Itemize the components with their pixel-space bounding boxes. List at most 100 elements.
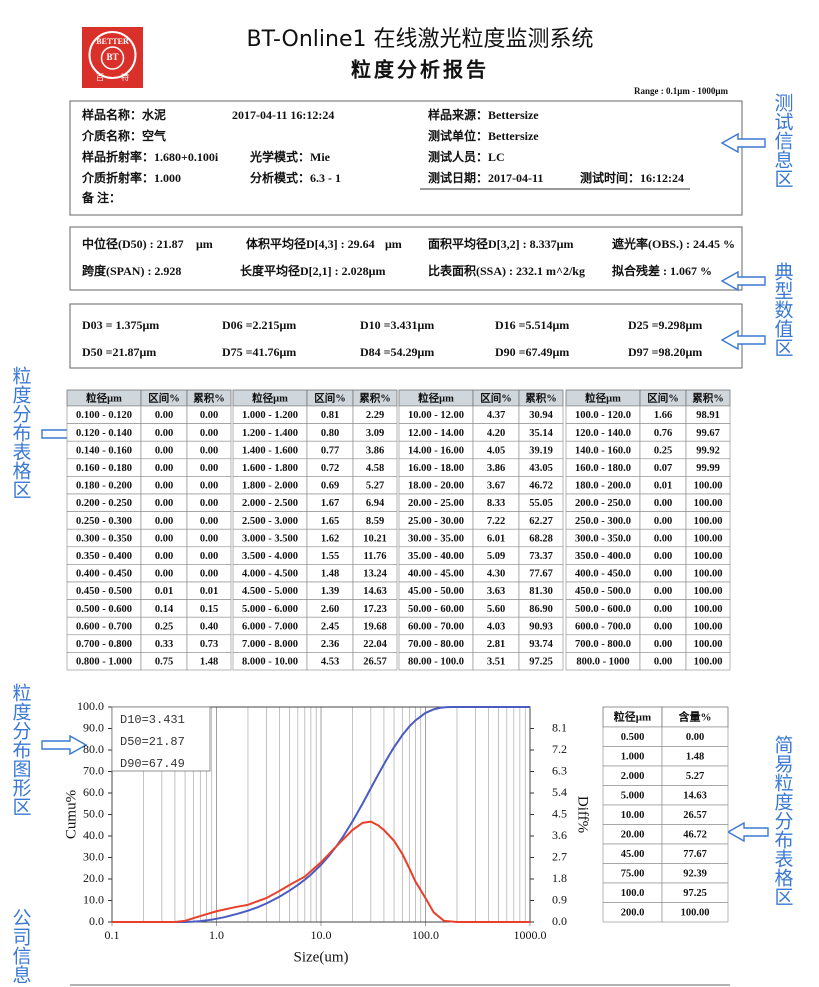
info-field: 测试日期：2017-04-11 [428, 170, 543, 185]
y-tick-label: 40.0 [83, 828, 104, 842]
cell-text: 0.300 - 0.350 [76, 533, 132, 544]
cell-text: 3.86 [487, 463, 505, 474]
cell-text: 1.000 [621, 752, 645, 763]
cell-text: 2.500 - 3.000 [242, 516, 298, 527]
cell-text: 0.00 [200, 533, 218, 544]
cell-text: 0.00 [155, 498, 173, 509]
header-text: 含量% [678, 710, 712, 724]
cell-text: 1.800 - 2.000 [242, 481, 298, 492]
cell-text: 35.00 - 40.00 [408, 551, 464, 562]
typical-value: 遮光率(OBS.) : 24.45 % [612, 236, 735, 251]
y-tick-label: 90.0 [83, 720, 104, 734]
cell-text: 86.90 [529, 604, 553, 615]
typical-value: 中位径(D50) : 21.87 [82, 236, 184, 251]
cell-text: 1.400 - 1.600 [242, 445, 298, 456]
info-field: 备 注： [81, 190, 121, 205]
cell-text: 16.00 - 18.00 [408, 463, 464, 474]
cell-text: 100.00 [681, 908, 710, 919]
info-field: 介质折射率：1.000 [81, 170, 181, 185]
y-axis-label: Cumu% [63, 790, 79, 839]
y-tick-label: 20.0 [83, 871, 104, 885]
y-tick-label: 50.0 [83, 806, 104, 820]
d-value: D90 =67.49μm [495, 345, 569, 359]
cell-text: 50.00 - 60.00 [408, 604, 464, 615]
cell-text: 97.25 [683, 888, 707, 899]
header-text: 累积% [525, 391, 557, 404]
cell-text: 4.58 [366, 463, 384, 474]
typical-values-box [69, 226, 743, 291]
cell-text: 0.00 [654, 516, 672, 527]
table-cell [186, 652, 232, 671]
d-value: D84 =54.29μm [360, 345, 434, 359]
d-value: D03 = 1.375μm [82, 318, 159, 332]
cell-text: 600.0 - 700.0 [575, 621, 631, 632]
range: Range : 0.1μm - 1000μm [634, 86, 728, 96]
cell-text: 0.01 [654, 481, 672, 492]
cell-text: 0.140 - 0.160 [76, 445, 132, 456]
cell-text: 0.700 - 0.800 [76, 639, 132, 650]
cell-text: 6.01 [487, 533, 505, 544]
cell-text: 4.37 [487, 410, 505, 421]
cell-text: 2.60 [321, 604, 339, 615]
arrow [41, 734, 88, 756]
series-line [112, 820, 530, 923]
cell-text: 14.00 - 16.00 [408, 445, 464, 456]
cell-text: 11.76 [363, 551, 386, 562]
logo-char: 特 [121, 72, 129, 82]
logo-text: BETTER [96, 37, 129, 46]
test-info-box [69, 100, 743, 216]
cell-text: 180.0 - 200.0 [575, 481, 631, 492]
cell-text: 92.39 [683, 869, 707, 880]
logo-inner-ring [100, 46, 125, 70]
cell-text: 0.00 [654, 586, 672, 597]
cell-text: 6.94 [366, 498, 385, 509]
cell-text: 80.00 - 100.0 [408, 657, 464, 668]
cell-text: 500.0 - 600.0 [575, 604, 631, 615]
cell-text: 0.01 [200, 586, 218, 597]
header-text: 粒径μm [418, 391, 454, 404]
cell-text: 0.100 - 0.120 [76, 410, 132, 421]
cell-text: 0.500 - 0.600 [76, 604, 132, 615]
cell-text: 10.00 [621, 810, 645, 821]
cell-text: 0.00 [155, 533, 173, 544]
y-tick-label: 70.0 [83, 763, 104, 777]
y2-tick-label: 6.3 [552, 763, 567, 777]
cell-text: 0.800 - 1.000 [76, 657, 132, 668]
cell-text: 2.81 [487, 639, 505, 650]
side-label: 粒度分布表格区 [10, 366, 32, 499]
cell-text: 0.00 [200, 481, 218, 492]
cell-text: 45.00 [621, 849, 645, 860]
cell-text: 3.09 [366, 428, 384, 439]
cell-text: 0.600 - 0.700 [76, 621, 132, 632]
cell-text: 0.73 [200, 639, 218, 650]
cell-text: 0.00 [200, 569, 218, 580]
cell-text: 0.75 [155, 657, 173, 668]
cell-text: 0.00 [654, 657, 672, 668]
header-text: 区间% [647, 391, 679, 404]
cell-text: 3.86 [366, 445, 384, 456]
cell-text: 450.0 - 500.0 [575, 586, 631, 597]
cell-text: 43.05 [529, 463, 553, 474]
info-field: 2017-04-11 16:12:24 [232, 108, 334, 122]
cell-text: 26.57 [363, 657, 387, 668]
cell-text: 20.00 - 25.00 [408, 498, 464, 509]
cell-text: 0.400 - 0.450 [76, 569, 132, 580]
side-label: 测试信息区 [772, 93, 794, 188]
arrow [720, 270, 766, 292]
typical-value: 体积平均径D[4,3] : 29.64 [246, 236, 375, 251]
title: BT-Online1 在线激光粒度监测系统 [246, 27, 593, 52]
cell-text: 120.0 - 140.0 [575, 428, 631, 439]
cell-text: 0.00 [200, 551, 218, 562]
cell-text: 100.00 [694, 551, 723, 562]
plot-frame [111, 706, 531, 923]
y2-tick-label: 5.4 [552, 785, 567, 799]
cell-text: 0.00 [654, 498, 672, 509]
cell-text: 8.000 - 10.00 [242, 657, 298, 668]
cell-text: 70.00 - 80.00 [408, 639, 464, 650]
cell-text: 30.94 [529, 410, 553, 421]
header-text: 区间% [148, 391, 180, 404]
cell-text: 5.60 [487, 604, 505, 615]
cell-text: 700.0 - 800.0 [575, 639, 631, 650]
cell-text: 4.000 - 4.500 [242, 569, 298, 580]
typical-value: 比表面积(SSA) : 232.1 m^2/kg [428, 263, 585, 278]
